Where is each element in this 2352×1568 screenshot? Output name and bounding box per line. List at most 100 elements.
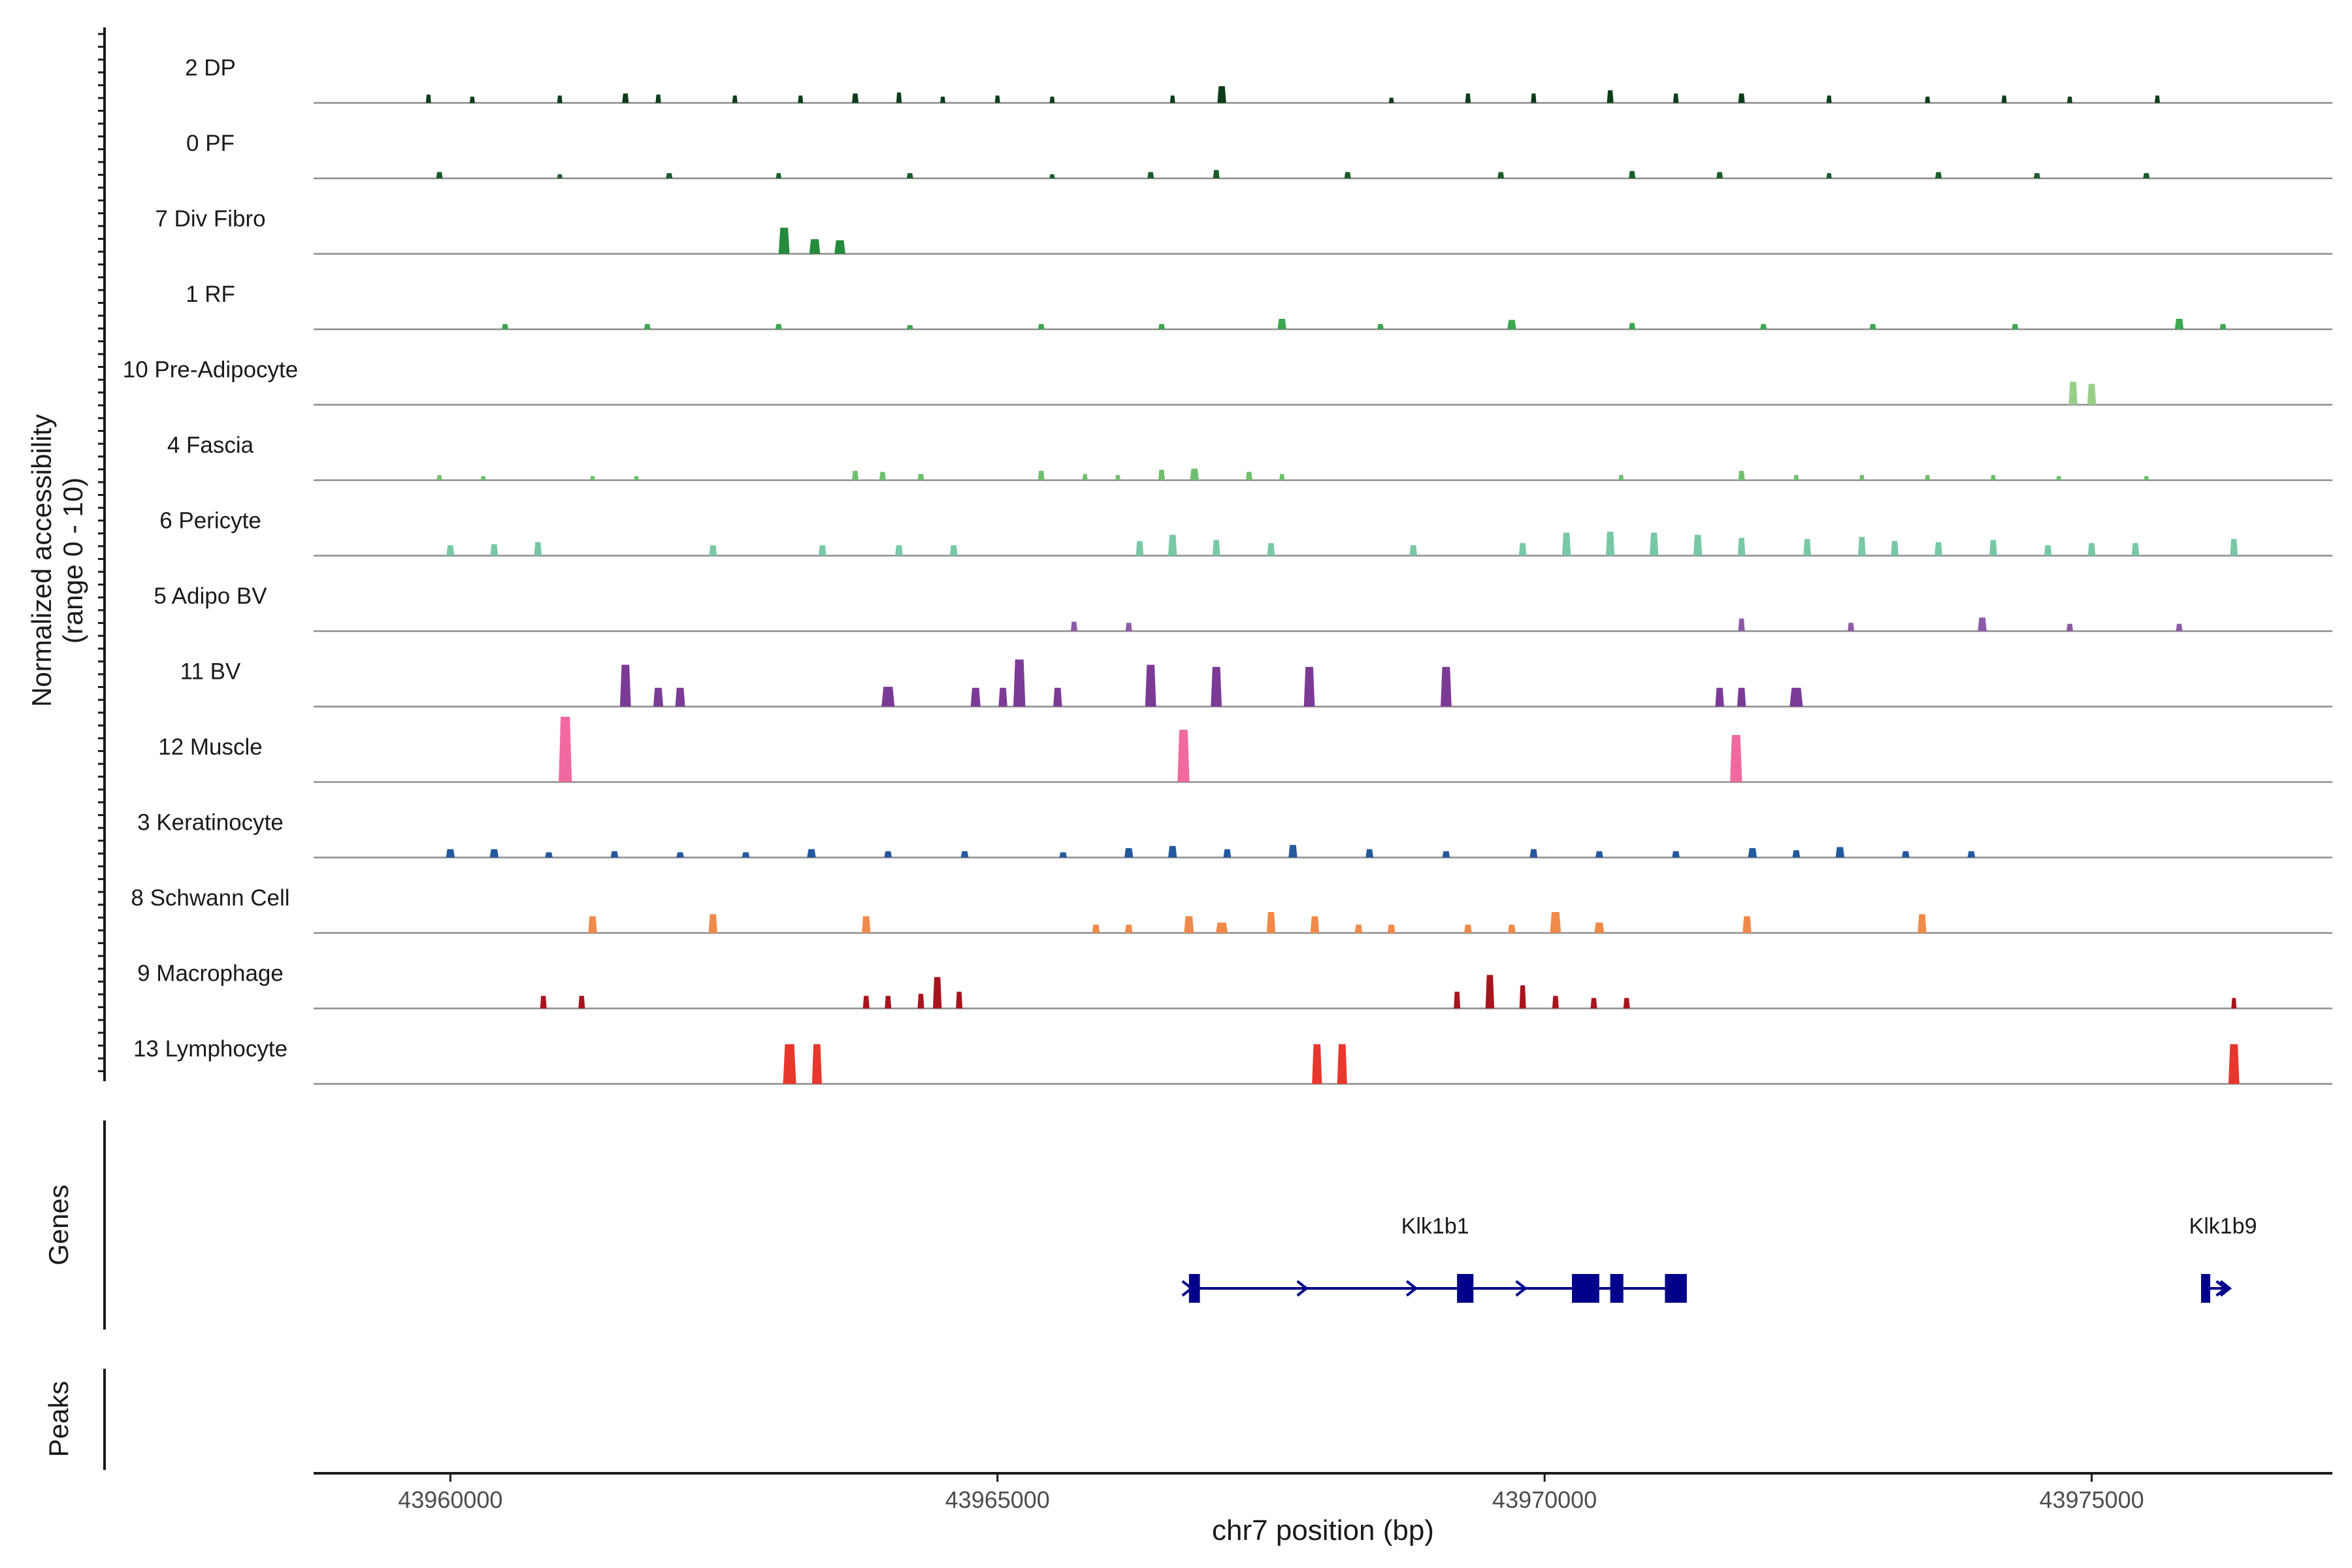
coverage-peak <box>1245 472 1252 480</box>
coverage-peak <box>425 94 431 103</box>
coverage-peak <box>1901 851 1910 858</box>
coverage-peak <box>1891 541 1899 556</box>
coverage-peak <box>540 996 547 1009</box>
track-label: 8 Schwann Cell <box>131 885 289 911</box>
coverage-peak <box>862 996 870 1009</box>
coverage-peak <box>896 92 902 103</box>
coverage-y-minor-ticks <box>98 33 105 1073</box>
coverage-peak <box>1826 173 1832 178</box>
coverage-peak <box>775 324 782 329</box>
coverage-peak <box>2143 173 2150 178</box>
coverage-peak <box>852 470 859 480</box>
coverage-peak <box>1629 323 1636 329</box>
coverage-peak <box>1590 998 1597 1009</box>
coverage-peak <box>1716 172 1723 178</box>
coverage-peak <box>1135 541 1144 556</box>
coverage-peak <box>906 173 913 178</box>
coverage-peak <box>1354 924 1363 933</box>
coverage-peak <box>1531 93 1537 103</box>
coverage-peak <box>1605 531 1615 556</box>
coverage-peak <box>1310 916 1320 933</box>
gene-exon <box>1610 1274 1624 1303</box>
coverage-peak <box>1737 538 1746 556</box>
coverage-peak <box>1826 95 1832 103</box>
coverage-peak <box>1217 86 1226 103</box>
coverage-peak <box>852 93 859 103</box>
coverage-peak <box>1213 170 1220 178</box>
track-0-pf: 0 PF <box>186 131 2332 180</box>
coverage-peak <box>906 325 913 329</box>
coverage-peak <box>634 476 640 480</box>
coverage-peak <box>610 851 619 858</box>
coverage-peak <box>1857 536 1866 556</box>
gene-exon <box>1665 1274 1687 1303</box>
coverage-peak <box>1092 924 1100 933</box>
track-label: 2 DP <box>185 56 236 81</box>
gene-annotations: Klk1b1 Klk1b9 <box>1181 1214 2257 1303</box>
coverage-peak <box>666 173 673 178</box>
coverage-peak <box>1125 623 1132 631</box>
coverage-peak <box>1442 851 1450 858</box>
coverage-peak <box>490 544 498 556</box>
gene-label: Klk1b1 <box>1401 1214 1469 1239</box>
coverage-peak <box>885 996 892 1009</box>
coverage-peak <box>708 914 717 933</box>
coverage-peak <box>1049 96 1055 103</box>
track-label: 11 BV <box>180 659 241 685</box>
coverage-peak <box>998 687 1007 707</box>
track-9-macrophage: 9 Macrophage <box>137 961 2332 1009</box>
coverage-peak <box>1212 540 1220 556</box>
x-tick-label: 43975000 <box>2039 1486 2144 1513</box>
coverage-peak <box>588 916 597 933</box>
track-12-muscle: 12 Muscle <box>158 717 2332 783</box>
coverage-peak <box>1147 172 1154 178</box>
coverage-peak <box>1918 914 1927 933</box>
track-8-schwann-cell: 8 Schwann Cell <box>131 885 2332 934</box>
coverage-peak <box>776 173 781 178</box>
coverage-peak <box>1925 475 1931 480</box>
coverage-peak <box>1037 470 1045 480</box>
track-5-adipo-bv: 5 Adipo BV <box>154 583 2332 632</box>
genes-panel-label: Genes <box>43 1184 74 1266</box>
coverage-peak <box>1748 848 1757 858</box>
strand-arrow <box>1405 1280 1418 1297</box>
track-13-lymphocyte: 13 Lymphocyte <box>133 1036 2332 1085</box>
coverage-peak <box>1190 468 1199 480</box>
coverage-peak <box>1344 172 1351 178</box>
coverage-peak <box>1387 924 1396 933</box>
coverage-peak <box>1485 975 1495 1009</box>
coverage-peak <box>1158 470 1165 480</box>
track-2-dp: 2 DP <box>185 56 2332 104</box>
coverage-peak <box>862 916 871 933</box>
coverage-peak <box>1082 474 1088 480</box>
coverage-peak <box>1737 687 1746 707</box>
track-label: 6 Pericyte <box>159 508 261 534</box>
gene-exon <box>1572 1274 1599 1303</box>
strand-arrow <box>2219 1280 2232 1297</box>
coverage-peak <box>732 95 738 103</box>
coverage-peak <box>1465 93 1471 103</box>
coverage-peak <box>590 476 596 480</box>
coverage-peak <box>2230 538 2238 556</box>
coverage-peak <box>1508 924 1516 933</box>
peaks-panel-label: Peaks <box>43 1381 74 1458</box>
coverage-peak <box>1168 845 1177 858</box>
coverage-peak <box>1115 475 1120 480</box>
coverage-peak <box>809 239 821 254</box>
strand-arrow <box>1515 1280 1527 1297</box>
coverage-peak <box>1848 623 1855 631</box>
coverage-peak <box>1835 847 1845 858</box>
coverage-peak <box>2012 324 2019 329</box>
coverage-peak <box>1223 849 1232 858</box>
coverage-peak <box>1859 475 1865 480</box>
x-tick-label: 43970000 <box>1492 1486 1597 1513</box>
coverage-peak <box>1618 475 1624 480</box>
y-axis-label-line2: (range 0 - 10) <box>57 478 88 644</box>
gene-klk1b1: Klk1b1 <box>1181 1214 1687 1303</box>
coverage-peak <box>1409 545 1418 556</box>
coverage-peak <box>1693 534 1703 556</box>
coverage-peak <box>811 1044 822 1084</box>
coverage-peak <box>1673 93 1679 103</box>
coverage-peak <box>1978 617 1987 631</box>
coverage-peak <box>1803 538 1811 556</box>
